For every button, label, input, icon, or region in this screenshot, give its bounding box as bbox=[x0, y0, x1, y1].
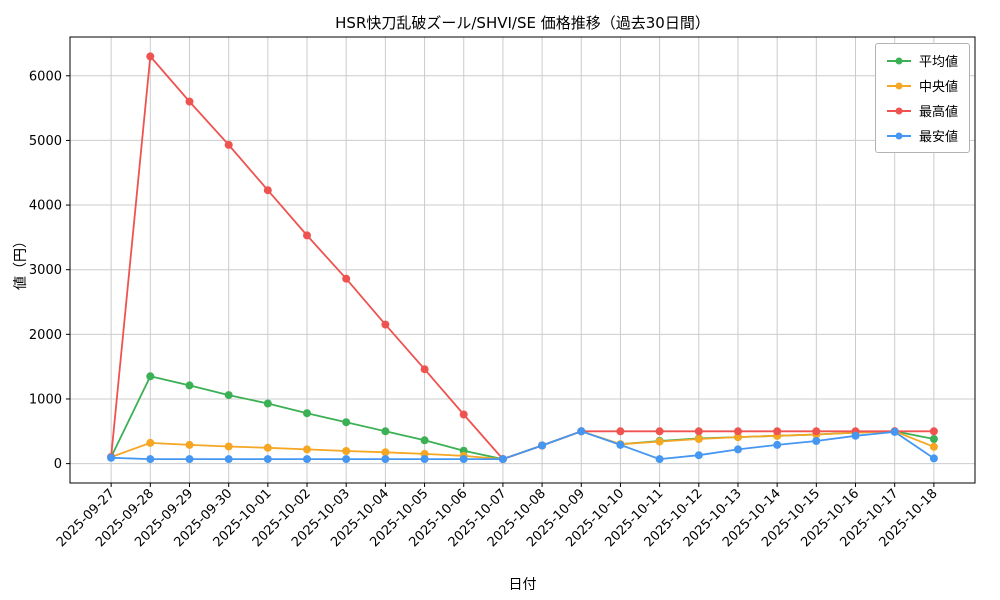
y-axis-label: 値（円） bbox=[13, 234, 29, 290]
data-point bbox=[146, 52, 155, 61]
chart-title: HSR快刀乱破ズール/SHVI/SE 価格推移（過去30日間） bbox=[335, 14, 710, 32]
data-point bbox=[381, 455, 390, 464]
data-point bbox=[342, 455, 351, 464]
data-point bbox=[577, 427, 586, 436]
data-point bbox=[929, 442, 938, 451]
y-tick-label: 3000 bbox=[29, 263, 62, 278]
y-tick-label: 4000 bbox=[29, 199, 62, 214]
data-point bbox=[538, 441, 547, 450]
legend-label: 平均値 bbox=[918, 55, 958, 70]
data-point bbox=[420, 436, 429, 445]
data-point bbox=[773, 427, 782, 436]
grid-lines bbox=[70, 37, 975, 483]
data-point bbox=[498, 455, 507, 464]
data-point bbox=[146, 455, 155, 464]
data-point bbox=[734, 433, 742, 442]
data-point bbox=[655, 427, 664, 436]
data-point bbox=[655, 437, 664, 446]
data-point bbox=[342, 447, 351, 455]
data-point bbox=[929, 454, 938, 463]
data-point bbox=[420, 365, 429, 374]
data-point bbox=[459, 410, 468, 419]
data-point bbox=[303, 409, 311, 418]
data-point bbox=[734, 445, 742, 454]
data-point bbox=[146, 438, 155, 447]
legend-entry: 中央値 bbox=[886, 76, 958, 95]
plot-border bbox=[69, 36, 976, 484]
data-point bbox=[342, 418, 351, 427]
legend-entry: 最安値 bbox=[886, 126, 958, 145]
data-point bbox=[420, 455, 429, 464]
data-point bbox=[381, 448, 390, 457]
data-point bbox=[616, 440, 625, 449]
data-point bbox=[694, 435, 703, 443]
data-point bbox=[224, 391, 233, 400]
data-point bbox=[381, 320, 390, 329]
data-point bbox=[381, 427, 390, 436]
data-point bbox=[185, 381, 194, 390]
legend-label: 最安値 bbox=[918, 130, 958, 145]
data-point bbox=[890, 427, 899, 436]
legend-entry: 最高値 bbox=[886, 101, 958, 120]
series-line-中央値 bbox=[110, 430, 935, 461]
data-point bbox=[263, 455, 272, 464]
data-point bbox=[655, 455, 664, 464]
data-point bbox=[812, 437, 821, 445]
data-point bbox=[929, 435, 938, 443]
data-point bbox=[773, 440, 782, 449]
legend: 平均値中央値最高値最安値 bbox=[874, 43, 970, 153]
legend-marker-icon bbox=[886, 134, 911, 137]
axes bbox=[66, 36, 976, 487]
series-line-最安値 bbox=[110, 430, 935, 461]
data-point bbox=[342, 274, 351, 283]
data-point bbox=[616, 427, 625, 436]
x-axis-label: 日付 bbox=[508, 577, 537, 593]
legend-label: 中央値 bbox=[918, 80, 958, 95]
data-point bbox=[185, 97, 194, 106]
data-point bbox=[263, 399, 272, 408]
y-tick-label: 2000 bbox=[29, 328, 62, 343]
legend-marker-icon bbox=[886, 84, 911, 87]
legend-marker-icon bbox=[886, 109, 911, 112]
data-point bbox=[146, 372, 155, 381]
y-tick-label: 1000 bbox=[29, 392, 62, 407]
y-tick-label: 6000 bbox=[29, 69, 62, 84]
data-series bbox=[107, 52, 938, 464]
data-point bbox=[224, 140, 233, 149]
data-point bbox=[107, 453, 116, 462]
y-tick-label: 5000 bbox=[29, 134, 62, 149]
data-point bbox=[263, 443, 272, 452]
data-point bbox=[929, 427, 938, 436]
data-point bbox=[694, 427, 703, 436]
data-point bbox=[185, 440, 194, 449]
data-point bbox=[224, 455, 233, 464]
tick-labels: 01000200030004000500060002025-09-272025-… bbox=[29, 69, 941, 550]
data-point bbox=[459, 455, 468, 464]
data-point bbox=[694, 451, 703, 460]
data-point bbox=[185, 455, 194, 464]
data-point bbox=[263, 186, 272, 195]
data-point bbox=[851, 431, 860, 440]
legend-marker-icon bbox=[886, 59, 911, 62]
data-point bbox=[734, 427, 742, 436]
data-point bbox=[812, 427, 821, 436]
data-point bbox=[303, 231, 311, 240]
y-tick-label: 0 bbox=[54, 457, 62, 472]
legend-entry: 平均値 bbox=[886, 51, 958, 70]
legend-label: 最高値 bbox=[918, 105, 958, 120]
data-point bbox=[303, 445, 311, 454]
data-point bbox=[224, 442, 233, 451]
data-point bbox=[303, 455, 311, 464]
